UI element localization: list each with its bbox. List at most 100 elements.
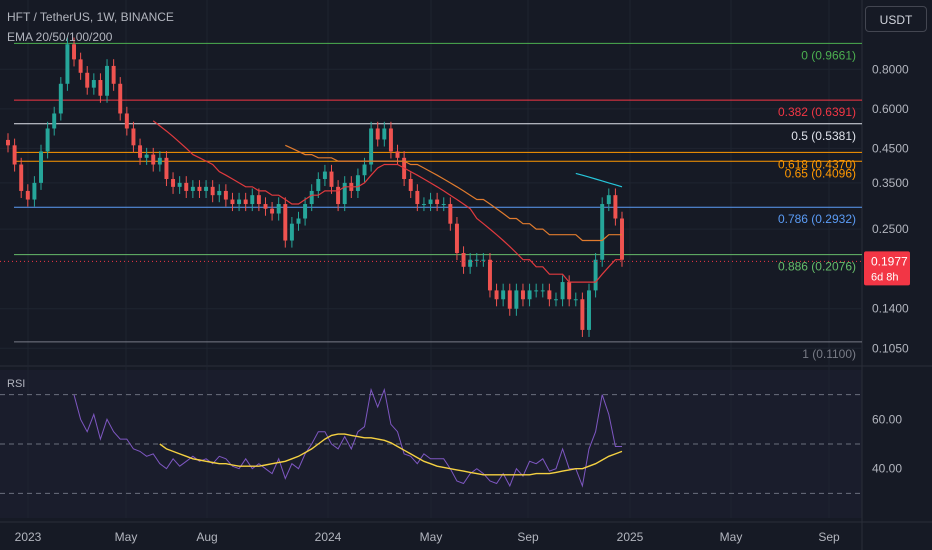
candle-body bbox=[553, 299, 558, 301]
candle-body bbox=[210, 186, 215, 196]
x-tick-label: Aug bbox=[196, 530, 217, 544]
fib-level-label: 0.5 (0.5381) bbox=[791, 129, 856, 143]
candle-body bbox=[316, 178, 321, 191]
rsi-pane-label[interactable]: RSI bbox=[7, 378, 26, 390]
candle-body bbox=[606, 195, 611, 205]
last-price-label: 0.1977 bbox=[871, 254, 908, 268]
rsi-tick-label: 60.00 bbox=[872, 412, 902, 426]
candle-body bbox=[560, 282, 565, 300]
candle-body bbox=[91, 80, 96, 88]
candle-body bbox=[289, 223, 294, 241]
y-tick-label: 0.4500 bbox=[872, 141, 909, 155]
candle-body bbox=[111, 65, 116, 84]
candle-body bbox=[329, 171, 334, 187]
y-tick-label: 0.3500 bbox=[872, 176, 909, 190]
candle-body bbox=[32, 182, 37, 200]
x-tick-label: Sep bbox=[818, 530, 840, 544]
candle-body bbox=[45, 128, 50, 152]
candle-body bbox=[448, 204, 453, 224]
candle-body bbox=[540, 290, 545, 292]
candle-body bbox=[435, 199, 440, 205]
y-tick-label: 0.8000 bbox=[872, 62, 909, 76]
candle-body bbox=[573, 299, 578, 301]
candle-body bbox=[25, 190, 30, 200]
candle-body bbox=[428, 199, 433, 205]
last-price-badge bbox=[864, 251, 910, 286]
candle-body bbox=[534, 290, 539, 292]
candle-body bbox=[395, 151, 400, 158]
candle-body bbox=[105, 65, 110, 96]
candle-body bbox=[587, 290, 591, 330]
candle-body bbox=[184, 182, 189, 191]
rsi-ma-line bbox=[159, 433, 623, 476]
candle-body bbox=[256, 195, 261, 205]
candle-body bbox=[270, 208, 275, 214]
candle-body bbox=[481, 259, 486, 261]
candle-body bbox=[415, 190, 420, 205]
candle-body bbox=[171, 178, 176, 187]
candle-body bbox=[124, 113, 129, 129]
candle-body bbox=[177, 182, 182, 187]
fib-level-label: 0.382 (0.6391) bbox=[778, 105, 856, 119]
rsi-line bbox=[73, 387, 622, 488]
candle-body bbox=[12, 145, 17, 165]
candle-body bbox=[520, 290, 525, 300]
candle-body bbox=[421, 204, 426, 206]
candle-body bbox=[58, 83, 63, 114]
candle-body bbox=[613, 195, 618, 219]
x-tick-label: May bbox=[115, 530, 138, 544]
candle-body bbox=[78, 59, 83, 73]
candle-body bbox=[296, 218, 301, 224]
candle-body bbox=[474, 259, 479, 261]
y-tick-label: 0.6000 bbox=[872, 102, 909, 116]
indicator-label[interactable]: EMA 20/50/100/200 bbox=[7, 30, 113, 44]
candle-body bbox=[487, 259, 492, 291]
candle-body bbox=[118, 83, 123, 114]
candle-body bbox=[39, 151, 43, 183]
candle-body bbox=[190, 186, 195, 191]
candle-body bbox=[547, 290, 552, 300]
candle-body bbox=[204, 186, 209, 191]
candle-body bbox=[144, 154, 149, 158]
candle-body bbox=[408, 178, 413, 191]
candle-body bbox=[388, 128, 393, 152]
candle-body bbox=[19, 164, 24, 191]
candle-body bbox=[514, 290, 519, 309]
candle-body bbox=[85, 72, 90, 88]
candle-body bbox=[580, 299, 585, 330]
candle-body bbox=[527, 290, 532, 300]
ema50-line bbox=[285, 144, 622, 242]
candle-body bbox=[507, 290, 512, 309]
x-tick-label: May bbox=[720, 530, 743, 544]
candle-body bbox=[197, 186, 202, 191]
candle-body bbox=[468, 259, 473, 267]
currency-button[interactable]: USDT bbox=[865, 6, 927, 32]
symbol-title: HFT / TetherUS, 1W, BINANCE bbox=[7, 10, 174, 24]
candle-body bbox=[151, 154, 156, 165]
candle-body bbox=[355, 175, 360, 191]
candle-body bbox=[362, 164, 367, 176]
candle-body bbox=[501, 290, 506, 300]
candle-body bbox=[98, 80, 103, 96]
x-tick-label: May bbox=[420, 530, 443, 544]
candle-body bbox=[441, 204, 446, 206]
candle-body bbox=[65, 44, 70, 84]
ema20-line bbox=[152, 120, 622, 283]
candle-body bbox=[309, 190, 314, 205]
candle-body bbox=[250, 195, 255, 205]
candle-body bbox=[336, 186, 341, 205]
candle-body bbox=[52, 113, 57, 129]
fib-level-label: 1 (0.1100) bbox=[802, 347, 856, 361]
candle-body bbox=[243, 199, 248, 205]
candle-body bbox=[461, 253, 466, 267]
ema100-line bbox=[575, 172, 623, 188]
rsi-tick-label: 40.00 bbox=[872, 462, 902, 476]
candle-body bbox=[283, 204, 288, 241]
candle-body bbox=[223, 190, 228, 200]
candle-body bbox=[494, 290, 499, 300]
y-tick-label: 0.1400 bbox=[872, 302, 909, 316]
candle-body bbox=[237, 199, 242, 205]
candle-body bbox=[382, 128, 387, 140]
